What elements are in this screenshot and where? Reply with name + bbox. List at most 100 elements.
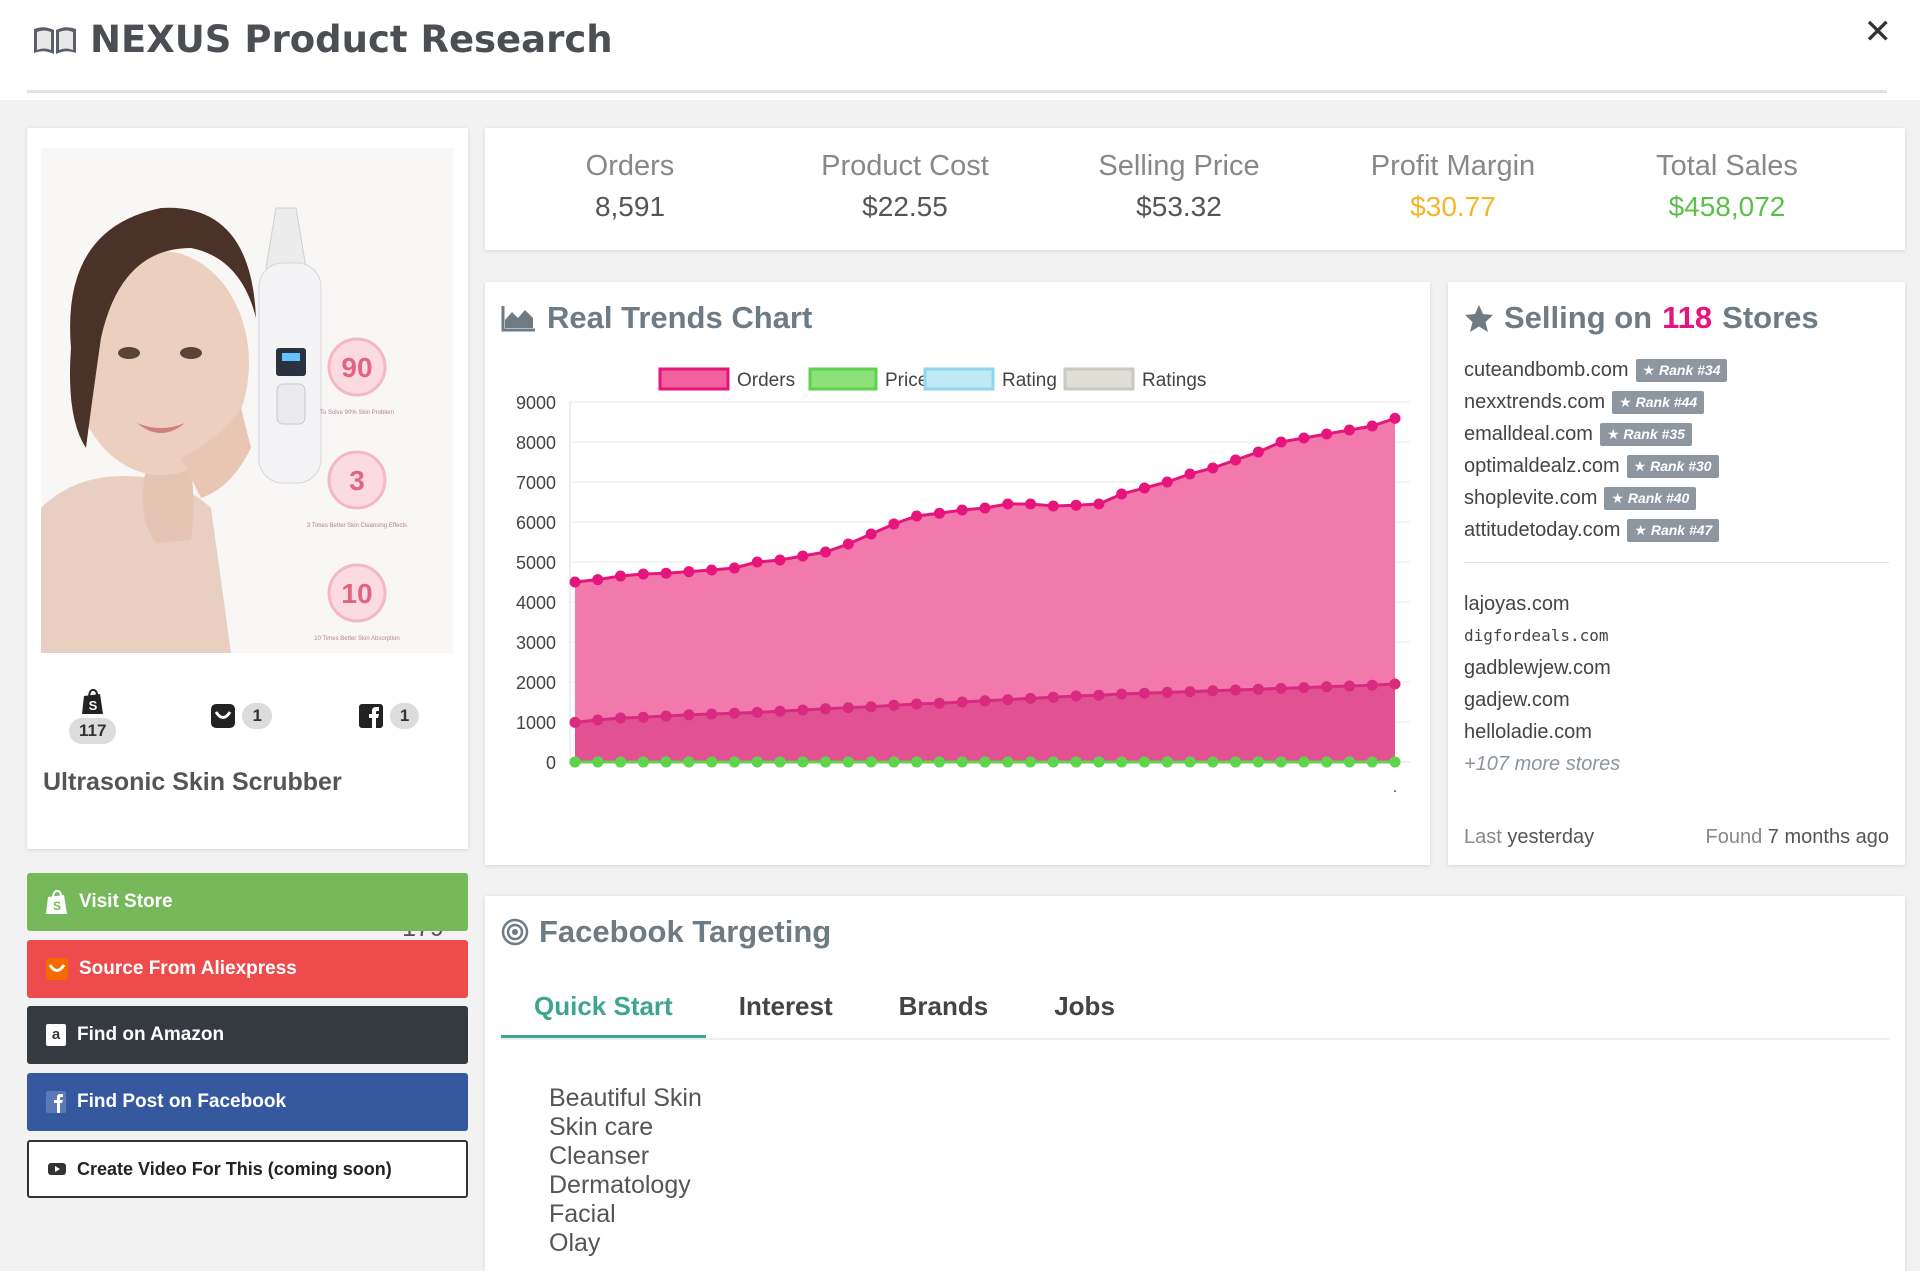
data-point <box>683 709 695 721</box>
data-point <box>933 507 945 519</box>
data-point <box>1298 432 1310 444</box>
store-domain[interactable]: gadblewjew.com <box>1464 657 1611 679</box>
stores-heading-prefix: Selling on <box>1504 300 1653 335</box>
area-chart-icon <box>501 306 535 332</box>
data-point <box>1161 756 1173 768</box>
trends-chart: Orders Price Rating Ratings 0 1000 2000 3000 400… <box>516 367 1410 796</box>
store-domain[interactable]: nexxtrends.com <box>1464 390 1606 413</box>
star-icon: ★ <box>1642 361 1659 378</box>
video-icon <box>48 1163 66 1175</box>
interest-item: Olay <box>549 1229 601 1257</box>
data-point <box>1298 756 1310 768</box>
last-label: Last <box>1464 826 1502 848</box>
found-value: 7 months ago <box>1767 826 1889 848</box>
legend-label: Price <box>885 370 928 391</box>
aliexpress-count-badge[interactable]: 1 <box>210 688 272 744</box>
data-point <box>1207 756 1219 768</box>
store-row[interactable]: nexxtrends.com ★ Rank #44 <box>1464 386 1727 418</box>
legend-label: Ratings <box>1142 370 1206 391</box>
shopify-count-badge[interactable]: S 117 <box>69 688 117 744</box>
more-stores-link[interactable]: +107 more stores <box>1464 753 1621 775</box>
store-domain[interactable]: optimaldealz.com <box>1464 454 1620 477</box>
data-point <box>1161 686 1173 698</box>
find-facebook-post-button[interactable]: Find Post on Facebook <box>27 1073 468 1131</box>
data-point <box>751 756 763 768</box>
rank-badge: ★ Rank #30 <box>1626 454 1719 478</box>
data-point <box>979 695 991 707</box>
data-point <box>956 756 968 768</box>
data-point <box>637 568 649 580</box>
last-value: yesterday <box>1507 826 1595 848</box>
tab-brands[interactable]: Brands <box>898 991 989 1021</box>
stores-count: 118 <box>1662 300 1713 335</box>
orders-value: 8,591 <box>594 191 666 222</box>
data-point <box>1025 692 1037 704</box>
store-row[interactable]: attitudetoday.com ★ Rank #47 <box>1464 514 1727 546</box>
data-point <box>592 756 604 768</box>
data-point <box>1093 756 1105 768</box>
data-point <box>979 502 991 514</box>
data-point <box>1070 499 1082 511</box>
data-point <box>1207 685 1219 697</box>
create-video-button[interactable]: Create Video For This (coming soon) <box>27 1140 468 1198</box>
y-tick-label: 2000 <box>516 673 556 693</box>
data-point <box>842 756 854 768</box>
store-row[interactable]: emalldeal.com ★ Rank #35 <box>1464 418 1727 450</box>
margin-summary: Profit Margin $30.77 <box>1323 150 1583 223</box>
store-domain[interactable]: cuteandbomb.com <box>1464 358 1629 381</box>
visit-store-button[interactable]: S Visit Store <box>27 873 468 931</box>
amazon-icon: a <box>46 1024 66 1046</box>
source-aliexpress-button[interactable]: Source From Aliexpress <box>27 940 468 998</box>
interest-item: Facial <box>549 1200 616 1228</box>
rank-text: Rank #47 <box>1650 521 1713 538</box>
book-icon <box>34 26 76 54</box>
data-point <box>1116 688 1128 700</box>
other-store-list: lajoyas.com digfordeals.com gadblewjew.com… <box>1464 588 1620 780</box>
find-amazon-button[interactable]: a Find on Amazon <box>27 1006 468 1064</box>
tab-jobs[interactable]: Jobs <box>1054 991 1115 1021</box>
chart-heading: Real Trends Chart <box>501 300 812 336</box>
data-point <box>956 696 968 708</box>
cost-value: $22.55 <box>862 191 948 222</box>
data-point <box>706 756 718 768</box>
store-row[interactable]: cuteandbomb.com ★ Rank #34 <box>1464 354 1728 386</box>
store-row[interactable]: shoplevite.com ★ Rank #40 <box>1464 482 1727 514</box>
rank-badge: ★ Rank #47 <box>1627 518 1720 542</box>
store-domain[interactable]: helloladie.com <box>1464 721 1592 743</box>
store-domain[interactable]: lajoyas.com <box>1464 593 1570 615</box>
data-point <box>865 701 877 713</box>
facebook-heading: Facebook Targeting <box>501 914 831 950</box>
store-domain[interactable]: gadjew.com <box>1464 689 1570 711</box>
cost-summary: Product Cost $22.55 <box>775 150 1035 223</box>
rank-badge: ★ Rank #44 <box>1612 390 1705 414</box>
interest-list: Beautiful Skin Skin care Cleanser Dermat… <box>549 1084 702 1258</box>
data-point <box>956 504 968 516</box>
star-icon: ★ <box>1633 457 1651 474</box>
margin-value: $30.77 <box>1410 191 1496 222</box>
rank-text: Rank #35 <box>1623 425 1685 442</box>
data-point <box>1047 756 1059 768</box>
store-domain[interactable]: digfordeals.com <box>1464 626 1609 645</box>
app-title-bar: NEXUS Product Research <box>32 18 613 61</box>
tab-interest[interactable]: Interest <box>738 991 833 1021</box>
data-point <box>1321 681 1333 693</box>
facebook-count-badge[interactable]: 1 <box>358 688 420 744</box>
data-point <box>888 756 900 768</box>
y-tick-label: 7000 <box>516 473 556 493</box>
store-domain[interactable]: attitudetoday.com <box>1464 518 1621 541</box>
data-point <box>1389 678 1401 690</box>
data-point <box>1025 756 1037 768</box>
store-domain[interactable]: emalldeal.com <box>1464 422 1593 445</box>
data-point <box>1161 476 1173 488</box>
data-point <box>706 708 718 720</box>
tab-quick-start[interactable]: Quick Start <box>501 978 706 1038</box>
app-title: NEXUS Product Research <box>90 18 613 61</box>
store-domain[interactable]: shoplevite.com <box>1464 486 1598 509</box>
store-row[interactable]: optimaldealz.com ★ Rank #30 <box>1464 450 1727 482</box>
data-point <box>1047 691 1059 703</box>
interest-item: Skin care <box>549 1113 654 1141</box>
y-tick-label: 3000 <box>516 633 556 653</box>
close-icon[interactable]: ✕ <box>1863 13 1893 51</box>
data-point <box>774 705 786 717</box>
data-point <box>842 538 854 550</box>
